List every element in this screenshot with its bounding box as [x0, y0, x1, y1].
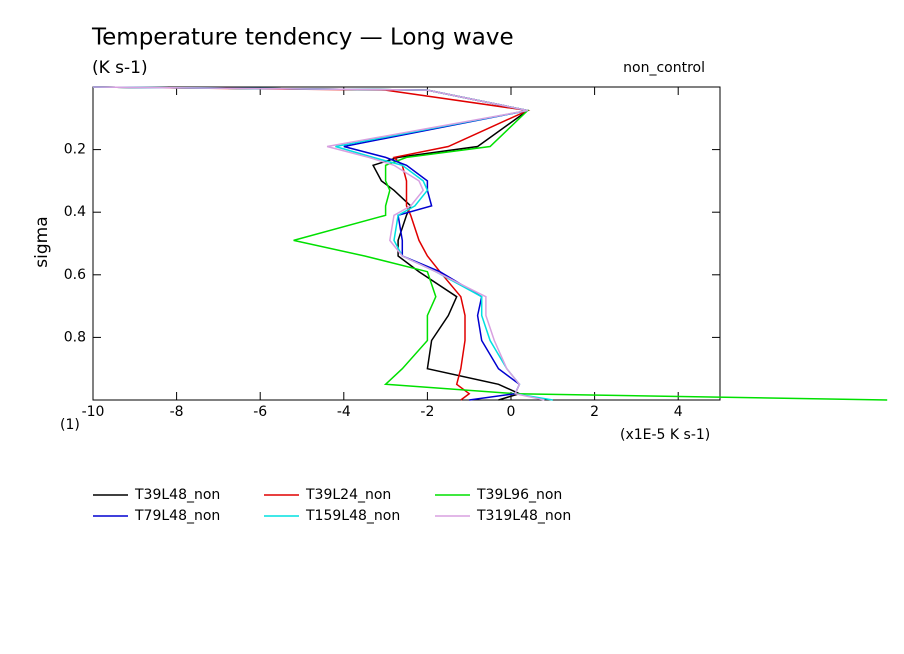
legend-label: T39L24_non — [305, 487, 391, 503]
legend-label: T79L48_non — [134, 508, 220, 524]
series-line — [92, 86, 531, 401]
x-tick-label: 2 — [590, 404, 599, 420]
y-axis-label: sigma — [32, 216, 52, 267]
corner-label: (1) — [60, 417, 80, 433]
series-line — [92, 86, 545, 401]
plot-frame — [92, 86, 721, 401]
y-tick-label: 0.8 — [64, 329, 86, 345]
chart-title: Temperature tendency — Long wave — [91, 25, 514, 51]
x-tick-label: -2 — [420, 404, 434, 420]
legend-label: T39L96_non — [476, 487, 562, 503]
y-tick-label: 0.2 — [64, 142, 86, 158]
legend-label: T159L48_non — [305, 508, 400, 524]
chart-subtitle: (K s-1) — [92, 58, 148, 78]
x-axis-label: (x1E-5 K s-1) — [620, 427, 710, 443]
y-tick-label: 0.6 — [64, 267, 86, 283]
legend-label: T39L48_non — [134, 487, 220, 503]
x-tick-label: 4 — [674, 404, 683, 420]
series-line — [92, 86, 530, 401]
series-line — [92, 86, 528, 401]
series-line — [92, 86, 888, 401]
x-tick-label: -8 — [170, 404, 184, 420]
series-line — [92, 86, 553, 401]
x-tick-label: 0 — [507, 404, 516, 420]
x-tick-label: -6 — [253, 404, 267, 420]
x-tick-label: -10 — [82, 404, 105, 420]
annotation: non_control — [623, 60, 705, 76]
y-tick-label: 0.4 — [64, 204, 86, 220]
x-tick-label: -4 — [337, 404, 351, 420]
legend-label: T319L48_non — [476, 508, 571, 524]
